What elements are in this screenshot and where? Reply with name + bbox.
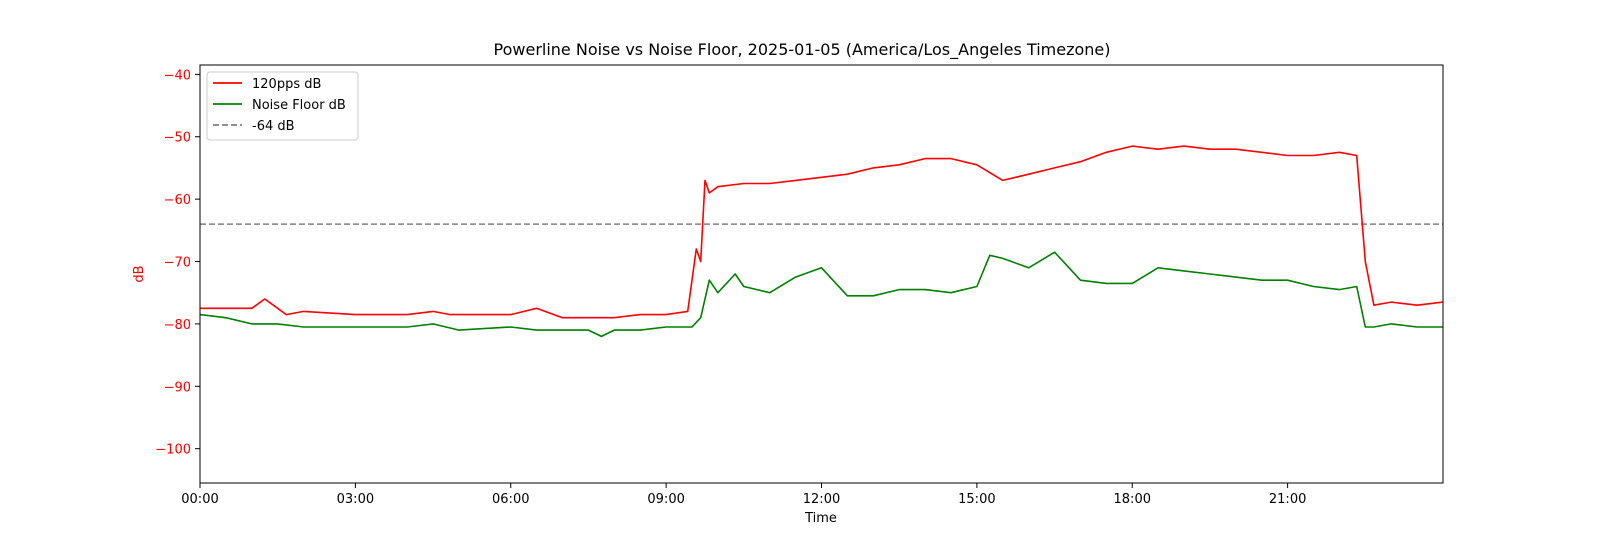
x-tick-label: 00:00 — [181, 492, 218, 507]
legend: 120pps dB Noise Floor dB -64 dB — [206, 71, 359, 141]
legend-label-series-1: 120pps dB — [252, 77, 321, 92]
x-tick-label: 12:00 — [803, 492, 840, 507]
y-tick-label: −70 — [164, 256, 191, 271]
x-tick-label: 09:00 — [647, 492, 684, 507]
x-tick-label: 15:00 — [958, 492, 995, 507]
y-axis: −40 −50 −60 −70 −80 −90 −100 — [155, 68, 200, 458]
x-tick-label: 21:00 — [1269, 492, 1306, 507]
y-tick-label: −80 — [164, 318, 191, 333]
y-tick-label: −100 — [155, 443, 191, 458]
y-tick-label: −40 — [164, 68, 191, 83]
x-tick-label: 18:00 — [1114, 492, 1151, 507]
series-layer — [199, 145, 1444, 338]
legend-box — [206, 71, 359, 141]
x-axis: 00:00 03:00 06:00 09:00 12:00 15:00 18:00 21:00 — [181, 483, 1306, 507]
x-tick-label: 03:00 — [337, 492, 374, 507]
x-axis-label: Time — [804, 511, 837, 526]
y-tick-label: −50 — [164, 131, 191, 146]
y-axis-label: dB — [132, 265, 147, 282]
legend-label-series-2: Noise Floor dB — [252, 98, 346, 113]
y-tick-label: −90 — [164, 380, 191, 395]
plot-frame — [199, 64, 1444, 484]
series-line-1 — [200, 145, 1444, 319]
chart-title: Powerline Noise vs Noise Floor, 2025-01-… — [494, 40, 1111, 60]
legend-label-reference: -64 dB — [252, 119, 295, 134]
series-line-2 — [199, 251, 1443, 338]
y-tick-label: −60 — [164, 193, 191, 208]
x-tick-label: 06:00 — [492, 492, 529, 507]
